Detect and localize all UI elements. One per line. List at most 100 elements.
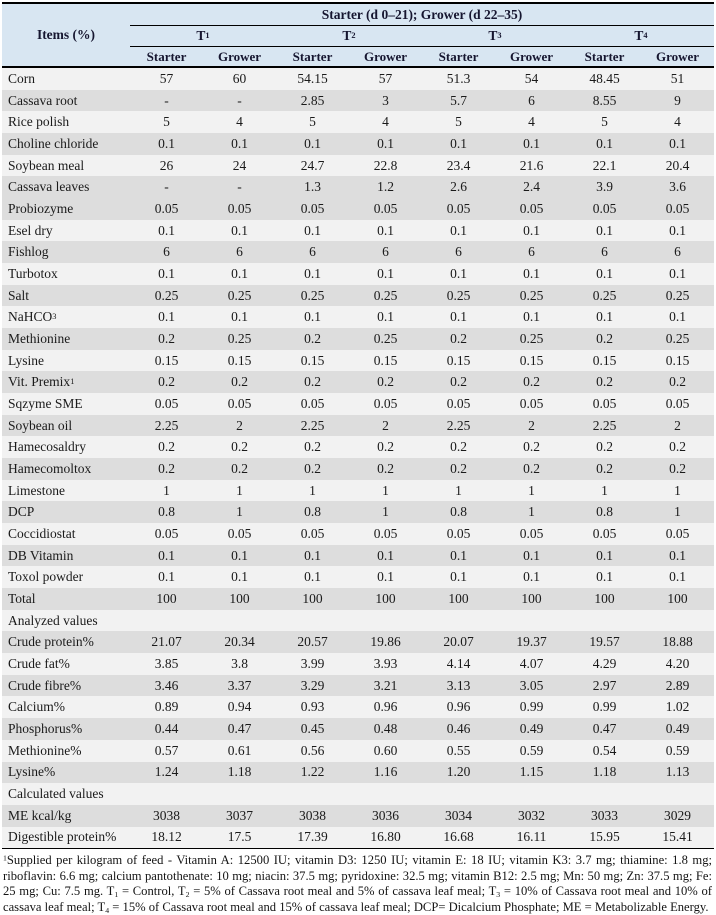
cell-value: 0.1: [158, 569, 175, 585]
cell-value: 48.45: [589, 70, 620, 86]
cell-value: 0.05: [154, 200, 179, 216]
cell-value: 3.93: [373, 655, 398, 671]
table-row: Vit. Premix 1 0.2 0.2 0.2 0.2 0.2 0.2 0.2 0.2: [2, 371, 714, 394]
cell-value: 0.2: [523, 374, 540, 390]
table-row: Esel dry 0.1 0.1 0.1 0.1 0.1 0.1 0.1 0.1: [2, 219, 714, 242]
cell-value: 0.2: [158, 374, 175, 390]
row-label: Soybean meal: [8, 157, 85, 173]
cell-value: 54.15: [297, 70, 328, 86]
cell-value: 20.34: [224, 634, 255, 650]
table-row: Cassava leaves - - 1.3 1.2 2.6 2.4 3.9 3.6: [2, 176, 714, 199]
cell-value: 19.57: [589, 634, 620, 650]
cell-value: 51.3: [446, 70, 471, 86]
cell-value: 3.37: [227, 677, 252, 693]
cell-value: 0.1: [523, 547, 540, 563]
cell-value: 0.96: [373, 699, 398, 715]
row-label: Toxol powder: [8, 569, 84, 585]
row-label: Limestone: [8, 482, 65, 498]
table-row: Toxol powder 0.1 0.1 0.1 0.1 0.1 0.1 0.1 0.1: [2, 566, 714, 589]
cell-value: 0.96: [446, 699, 471, 715]
cell-value: 100: [594, 590, 615, 606]
cell-value: 0.1: [523, 265, 540, 281]
cell-value: 1: [601, 482, 608, 498]
phase-header-starter: Starter: [292, 48, 333, 64]
phase-header-grower: Grower: [217, 48, 262, 64]
cell-value: 0.1: [377, 569, 394, 585]
cell-value: 24.7: [300, 157, 325, 173]
cell-value: 0.94: [227, 699, 252, 715]
cell-value: 0.1: [304, 265, 321, 281]
cell-value: 0.1: [596, 547, 613, 563]
cell-value: 0.49: [519, 720, 544, 736]
cell-value: 0.15: [665, 352, 690, 368]
cell-value: 1.2: [377, 179, 394, 195]
cell-value: 2.6: [450, 179, 467, 195]
table-row: Lysine% 1.24 1.18 1.22 1.16 1.20 1.15 1.18 1.13: [2, 761, 714, 784]
cell-value: 19.86: [370, 634, 401, 650]
cell-value: 0.25: [373, 330, 398, 346]
table-row: Coccidiostat 0.05 0.05 0.05 0.05 0.05 0.05 0.05…: [2, 523, 714, 545]
cell-value: 8.55: [592, 92, 617, 108]
cell-value: 0.2: [450, 439, 467, 455]
cell-value: 0.1: [669, 547, 686, 563]
cell-value: 1: [528, 504, 535, 520]
cell-value: 0.2: [450, 330, 467, 346]
cell-value: 1.18: [592, 764, 617, 780]
cell-value: 0.1: [523, 309, 540, 325]
cell-value: 0.2: [377, 374, 394, 390]
table-row: Probiozyme 0.05 0.05 0.05 0.05 0.05 0.05 0.05 0.…: [2, 198, 714, 220]
cell-value: 0.1: [304, 135, 321, 151]
cell-value: -: [237, 179, 242, 195]
phase-header-starter: Starter: [438, 48, 479, 64]
cell-value: 1: [528, 482, 535, 498]
cell-value: 1.20: [446, 764, 471, 780]
table-row: Crude fat% 3.85 3.8 3.99 3.93 4.14 4.07 4.29 4.2…: [2, 653, 714, 675]
cell-value: 9: [674, 92, 681, 108]
cell-value: 0.1: [377, 265, 394, 281]
cell-value: 0.1: [304, 547, 321, 563]
footnote-text: = Control, T: [118, 884, 186, 899]
cell-value: 4: [528, 114, 535, 130]
cell-value: 0.1: [158, 309, 175, 325]
cell-value: -: [164, 92, 169, 108]
cell-value: 0.2: [304, 439, 321, 455]
row-label: Esel dry: [8, 222, 53, 238]
table-body: Corn 57 60 54.15 57 51.3 54 48.45 51 Cassava root…: [2, 68, 714, 850]
cell-value: 1.13: [665, 764, 690, 780]
table-row: Calcium% 0.89 0.94 0.93 0.96 0.96 0.99 0.99 1.02: [2, 696, 714, 719]
cell-value: 0.89: [154, 699, 179, 715]
cell-value: 0.47: [592, 720, 617, 736]
cell-value: 6: [455, 244, 462, 260]
cell-value: 0.15: [519, 352, 544, 368]
cell-value: 0.2: [596, 330, 613, 346]
cell-value: 100: [521, 590, 542, 606]
cell-value: 22.1: [592, 157, 617, 173]
row-label: Analyzed values: [8, 612, 98, 628]
cell-value: 100: [375, 590, 396, 606]
footnote-text: Supplied per kilogram of feed - Vitamin …: [3, 853, 712, 899]
cell-value: 0.2: [158, 439, 175, 455]
table-row: Methionine 0.2 0.25 0.2 0.25 0.2 0.25 0.2 0.25: [2, 328, 714, 350]
cell-value: 0.1: [158, 265, 175, 281]
cell-value: 0.15: [300, 352, 325, 368]
cell-value: 0.47: [227, 720, 252, 736]
cell-value: 0.25: [665, 330, 690, 346]
cell-value: 0.1: [596, 265, 613, 281]
cell-value: 0.1: [523, 569, 540, 585]
cell-value: 0.1: [450, 547, 467, 563]
cell-value: 6: [163, 244, 170, 260]
cell-value: 3032: [518, 807, 545, 823]
cell-value: 100: [448, 590, 469, 606]
cell-value: -: [164, 179, 169, 195]
table-row: Salt 0.25 0.25 0.25 0.25 0.25 0.25 0.25 0.25: [2, 284, 714, 307]
row-label: Corn: [8, 70, 35, 86]
cell-value: 1.3: [304, 179, 321, 195]
cell-value: 0.1: [450, 265, 467, 281]
row-label: Vit. Premix 1: [8, 374, 75, 390]
row-label: Cassava root: [8, 92, 78, 108]
cell-value: 100: [302, 590, 323, 606]
cell-value: 0.55: [446, 742, 471, 758]
cell-value: 0.1: [450, 222, 467, 238]
